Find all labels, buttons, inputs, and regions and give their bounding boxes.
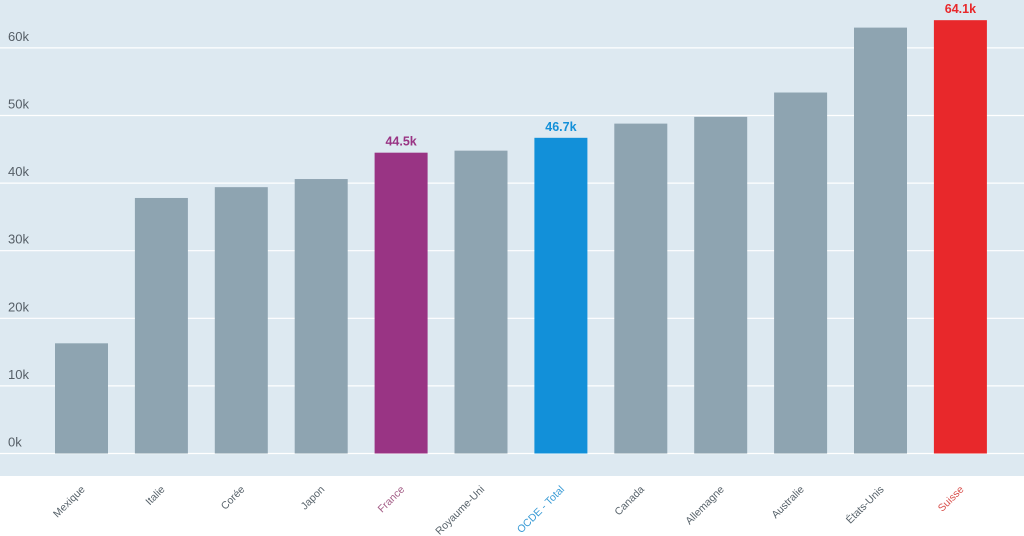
y-tick-label: 0k [8,435,22,450]
bar-japon [294,179,348,454]
y-tick-label: 40k [8,164,29,179]
bar-mexique [55,343,108,454]
bar-italie [134,197,188,454]
x-category-label: Suisse [936,484,967,515]
x-category-label: Mexique [51,484,88,521]
x-category-label: Corée [219,484,248,513]
bar-allemagne [694,116,748,454]
x-category-label: Royaume-Uni [433,484,487,536]
bars [55,20,987,454]
bar-australie [774,92,828,454]
y-tick-label: 60k [8,29,29,44]
x-category-label: Italie [143,484,167,508]
bar--tats-unis [854,27,907,454]
x-axis-category-labels: Mexique Italie Corée Japon France Royaume-Uni… [51,483,967,536]
data-label: 44.5k [385,135,416,149]
y-axis-tick-labels: 0k 10k 20k 30k 40k 50k 60k [8,29,29,450]
bar-royaume-uni [454,150,508,454]
x-category-label: Canada [612,484,647,519]
y-tick-label: 20k [8,299,29,314]
x-category-label: Japon [299,484,328,513]
data-labels: 44.5k 46.7k 64.1k [385,2,976,148]
x-category-label: Australie [769,484,806,521]
x-category-label: Allemagne [683,484,727,528]
bar-ocde-total [534,137,588,454]
y-tick-label: 30k [8,232,29,247]
bar-france [374,152,428,454]
x-category-label: États-Unis [843,483,886,526]
bar-suisse [933,20,987,454]
x-category-label: OCDE - Total [515,484,567,536]
data-label: 64.1k [945,2,976,16]
y-tick-label: 50k [8,97,29,112]
data-label: 46.7k [545,120,576,134]
x-category-label: France [376,484,408,516]
bar-canada [614,123,668,454]
bar-cor-e [214,187,268,454]
y-tick-label: 10k [8,367,29,382]
